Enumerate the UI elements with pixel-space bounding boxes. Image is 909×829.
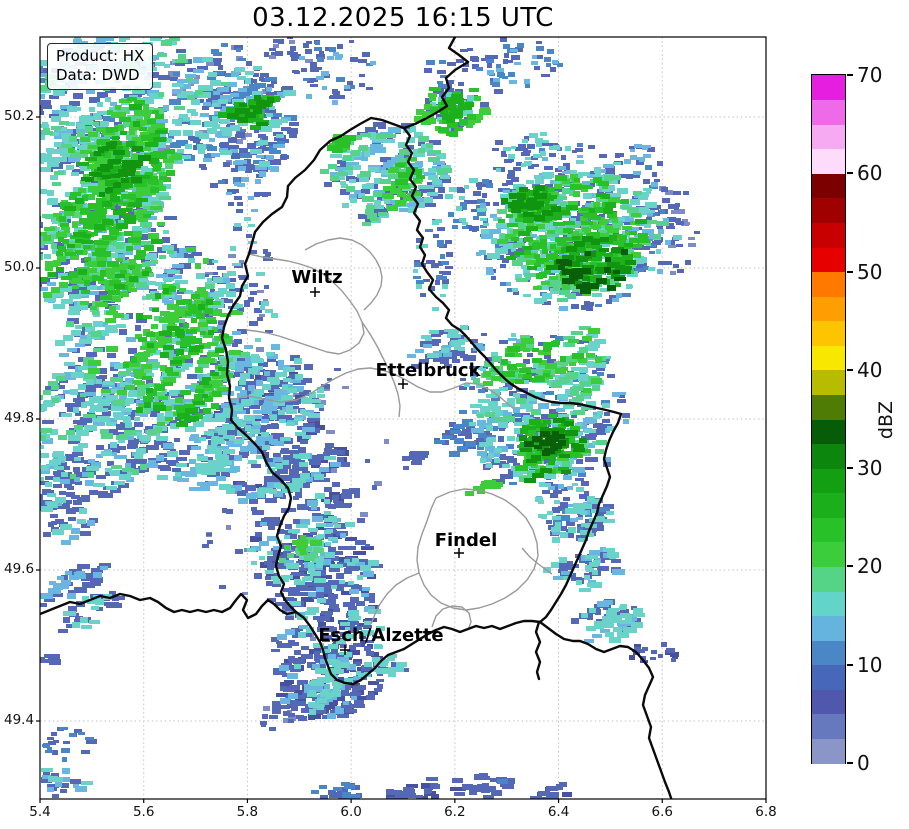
colorbar-segment bbox=[812, 394, 845, 420]
country-border bbox=[402, 126, 623, 624]
colorbar-segment bbox=[812, 566, 845, 592]
district-border bbox=[229, 367, 515, 410]
colorbar-tick bbox=[847, 368, 853, 371]
colorbar-segment bbox=[812, 271, 845, 297]
colorbar-segment bbox=[812, 247, 845, 273]
x-tick-label: 5.4 bbox=[29, 804, 51, 820]
colorbar-tick-label: 10 bbox=[857, 652, 883, 677]
country-border bbox=[40, 592, 542, 686]
colorbar-tick bbox=[847, 74, 853, 76]
colorbar-tick bbox=[847, 467, 853, 470]
colorbar-segment bbox=[812, 99, 845, 125]
data-source-label: Data: DWD bbox=[56, 66, 140, 85]
colorbar-segment bbox=[812, 369, 845, 395]
city-label: Findel bbox=[435, 530, 498, 551]
colorbar-segment bbox=[812, 541, 845, 567]
x-tick-label: 6.0 bbox=[340, 804, 362, 820]
district-border bbox=[416, 488, 539, 611]
x-tick-label: 6.4 bbox=[547, 804, 570, 820]
colorbar-tick-label: 0 bbox=[857, 751, 870, 775]
country-border bbox=[220, 134, 343, 614]
colorbar-segment bbox=[812, 124, 845, 150]
y-tick-label: 49.8 bbox=[4, 410, 35, 426]
radar-cells bbox=[40, 37, 700, 799]
district-borders bbox=[229, 237, 553, 631]
y-tick-label: 49.4 bbox=[4, 712, 35, 728]
district-border bbox=[361, 321, 401, 418]
colorbar-segment bbox=[812, 148, 845, 174]
x-tick-label: 6.8 bbox=[755, 804, 777, 820]
colorbar-tick bbox=[847, 172, 853, 175]
district-border bbox=[431, 605, 472, 631]
figure-title: 03.12.2025 16:15 UTC bbox=[252, 3, 554, 33]
colorbar bbox=[811, 74, 846, 764]
country-border bbox=[534, 620, 542, 681]
city-label: Esch/Alzette bbox=[318, 625, 443, 646]
colorbar-segment bbox=[812, 345, 845, 371]
axis-ticks bbox=[36, 116, 767, 803]
x-tick-label: 6.6 bbox=[651, 804, 674, 820]
x-tick-label: 5.8 bbox=[236, 804, 259, 820]
colorbar-segment bbox=[812, 75, 845, 101]
colorbar-tick-label: 70 bbox=[857, 63, 883, 87]
city-marker bbox=[398, 379, 408, 389]
country-border bbox=[339, 37, 470, 138]
colorbar-segment bbox=[812, 173, 845, 199]
colorbar-tick-label: 20 bbox=[857, 554, 883, 579]
colorbar-segment bbox=[812, 197, 845, 223]
product-label: Product: HX bbox=[56, 47, 145, 65]
colorbar-segment bbox=[812, 713, 845, 739]
y-tick-label: 50.0 bbox=[4, 259, 35, 275]
district-border bbox=[370, 572, 420, 625]
colorbar-segment bbox=[812, 320, 845, 346]
y-tick-label: 49.6 bbox=[4, 561, 35, 577]
district-border bbox=[245, 253, 365, 355]
x-tick-label: 6.2 bbox=[444, 804, 466, 820]
colorbar-tick bbox=[847, 565, 853, 568]
colorbar-segment bbox=[812, 492, 845, 518]
country-borders bbox=[40, 37, 673, 799]
colorbar-segment bbox=[812, 296, 845, 322]
colorbar-segment bbox=[812, 222, 845, 248]
x-tick-label: 5.6 bbox=[132, 804, 155, 820]
city-marker bbox=[454, 548, 464, 558]
district-border bbox=[304, 237, 383, 311]
colorbar-tick-label: 60 bbox=[857, 161, 883, 186]
colorbar-segment bbox=[812, 591, 845, 617]
plot-frame bbox=[39, 36, 767, 800]
city-marker bbox=[310, 287, 320, 297]
colorbar-tick bbox=[847, 270, 853, 273]
colorbar-segment bbox=[812, 419, 845, 445]
colorbar-segment bbox=[812, 615, 845, 641]
city-marker bbox=[340, 645, 350, 655]
city-label: Ettelbruck bbox=[375, 360, 481, 381]
colorbar-segment bbox=[812, 443, 845, 469]
colorbar-tick-label: 50 bbox=[857, 259, 883, 284]
colorbar-unit-label: dBZ bbox=[875, 400, 897, 440]
country-border bbox=[538, 620, 673, 799]
colorbar-tick bbox=[847, 762, 853, 764]
colorbar-segment bbox=[812, 664, 845, 690]
city-annotations: Wiltz Ettelbruck Findel Esch/Alzette bbox=[291, 267, 497, 655]
colorbar-segment bbox=[812, 738, 845, 764]
y-tick-label: 50.2 bbox=[4, 108, 35, 124]
colorbar-segment bbox=[812, 517, 845, 543]
colorbar-segment bbox=[812, 689, 845, 715]
colorbar-tick-label: 40 bbox=[857, 357, 883, 382]
product-info-box: Product: HX Data: DWD bbox=[47, 43, 154, 91]
district-border bbox=[521, 547, 553, 575]
colorbar-tick-label: 30 bbox=[857, 456, 883, 481]
colorbar-segment bbox=[812, 640, 845, 666]
city-label: Wiltz bbox=[291, 267, 342, 288]
colorbar-segment bbox=[812, 468, 845, 494]
colorbar-tick bbox=[847, 663, 853, 666]
